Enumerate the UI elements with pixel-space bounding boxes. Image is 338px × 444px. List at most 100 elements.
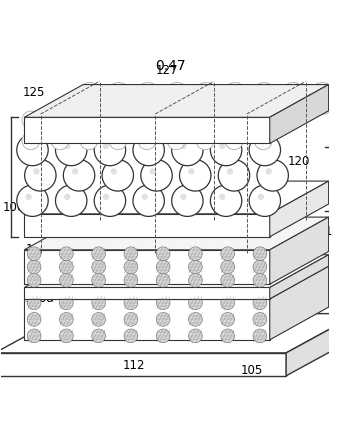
Circle shape [253,296,267,310]
Circle shape [55,134,87,166]
Ellipse shape [199,107,213,115]
Text: 110b: 110b [26,243,56,256]
Circle shape [103,194,109,200]
Circle shape [80,132,98,150]
Circle shape [124,329,138,343]
Circle shape [221,274,235,287]
Text: 105: 105 [240,365,263,377]
Polygon shape [24,299,270,340]
Circle shape [59,313,73,326]
Circle shape [180,194,187,200]
Circle shape [255,111,272,129]
Ellipse shape [286,95,300,102]
Circle shape [27,247,41,261]
Text: 110a: 110a [24,292,54,305]
Ellipse shape [257,107,271,115]
Ellipse shape [82,95,97,102]
Ellipse shape [199,95,213,102]
Circle shape [59,296,73,310]
Circle shape [172,134,203,166]
Circle shape [258,143,264,149]
Text: 0.47: 0.47 [155,59,186,73]
Circle shape [124,274,138,287]
Circle shape [189,247,202,261]
Circle shape [102,160,134,191]
Circle shape [33,168,40,174]
Circle shape [188,168,194,174]
Circle shape [253,247,267,261]
Circle shape [59,329,73,343]
Circle shape [138,111,156,129]
Circle shape [92,313,105,326]
Text: 114: 114 [255,270,277,282]
Text: 100: 100 [3,201,25,214]
Circle shape [55,185,87,216]
Circle shape [189,274,202,287]
Polygon shape [286,313,338,376]
Circle shape [167,111,185,129]
Circle shape [17,134,48,166]
Polygon shape [24,250,270,284]
Circle shape [27,313,41,326]
Circle shape [103,143,109,149]
Circle shape [51,111,69,129]
Circle shape [22,132,40,150]
Ellipse shape [141,95,155,102]
Circle shape [141,160,172,191]
Circle shape [142,194,148,200]
Circle shape [257,160,288,191]
Circle shape [27,296,41,310]
Circle shape [124,313,138,326]
Polygon shape [24,266,329,299]
Circle shape [219,143,225,149]
Polygon shape [24,214,270,237]
Ellipse shape [257,95,271,102]
Circle shape [94,185,126,216]
Circle shape [253,274,267,287]
Ellipse shape [228,95,242,102]
Ellipse shape [228,83,242,90]
Circle shape [156,260,170,274]
Ellipse shape [170,83,184,90]
Circle shape [17,185,48,216]
Circle shape [124,296,138,310]
Circle shape [27,260,41,274]
Ellipse shape [199,83,213,90]
Circle shape [249,185,281,216]
Circle shape [180,143,187,149]
Circle shape [92,260,105,274]
Circle shape [179,160,211,191]
Circle shape [156,296,170,310]
Polygon shape [270,84,329,143]
Circle shape [218,160,250,191]
Circle shape [210,134,242,166]
Ellipse shape [170,95,184,102]
Ellipse shape [257,83,271,90]
Polygon shape [24,255,329,287]
Circle shape [210,185,242,216]
Circle shape [266,168,272,174]
Circle shape [109,111,127,129]
Circle shape [92,296,105,310]
Ellipse shape [112,107,126,115]
Ellipse shape [315,107,329,115]
Circle shape [253,313,267,326]
Ellipse shape [82,83,97,90]
Circle shape [156,274,170,287]
Circle shape [219,194,225,200]
Circle shape [221,296,235,310]
Circle shape [59,274,73,287]
Circle shape [25,160,56,191]
Circle shape [189,313,202,326]
Circle shape [172,185,203,216]
Polygon shape [270,266,329,340]
Circle shape [63,160,95,191]
Ellipse shape [315,95,329,102]
Text: 125: 125 [23,86,45,99]
Polygon shape [24,84,329,117]
Polygon shape [24,147,270,210]
Circle shape [25,143,32,149]
Circle shape [227,168,233,174]
Circle shape [59,247,73,261]
Ellipse shape [112,95,126,102]
